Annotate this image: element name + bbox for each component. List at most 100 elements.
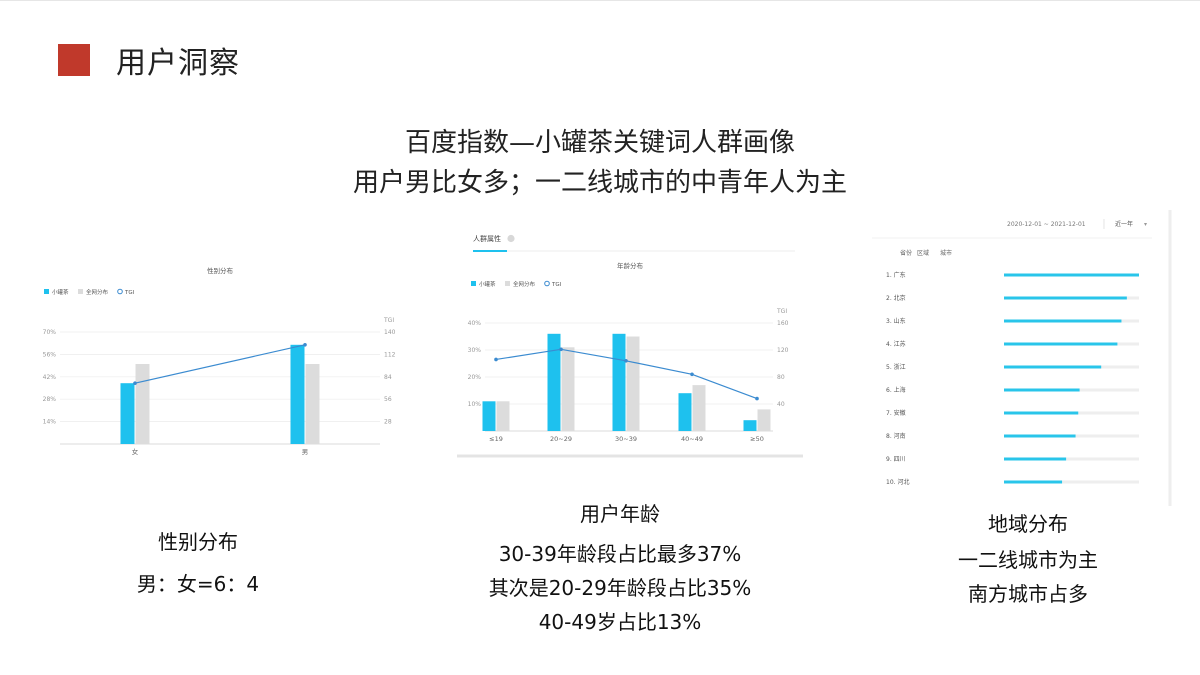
legend-swatch-overall xyxy=(505,281,510,286)
legend-marker-tgi xyxy=(117,288,123,295)
x-tick-label: 20~29 xyxy=(550,435,572,443)
bar-overall xyxy=(496,401,510,431)
tgi-point xyxy=(624,359,628,363)
legend-swatch-brand xyxy=(471,281,476,286)
top-divider xyxy=(0,0,1200,1)
region-label: 2. 北京 xyxy=(886,294,906,302)
region-bar xyxy=(1004,342,1118,346)
x-tick-label: 女 xyxy=(132,447,139,456)
age-caption-title: 用户年龄 xyxy=(580,502,660,526)
legend-label-overall: 全网分布 xyxy=(513,280,536,288)
region-bar-track xyxy=(1004,480,1139,484)
region-label: 6. 上海 xyxy=(886,386,906,394)
region-bar xyxy=(1004,480,1063,484)
y-right-tick-label: 160 xyxy=(777,320,789,327)
gender-caption-title: 性别分布 xyxy=(158,530,238,554)
y-tick-label: 70% xyxy=(43,329,57,336)
region-tab: 城市 xyxy=(940,249,952,257)
y-tick-label: 40% xyxy=(468,320,482,327)
y-tick-label: 56% xyxy=(43,351,57,358)
y-right-tick-label: 28 xyxy=(384,419,392,426)
region-bar xyxy=(1004,296,1127,300)
region-bar xyxy=(1004,457,1067,461)
gender-caption: 性别分布 男：女=6：4 xyxy=(98,530,298,596)
region-label: 7. 安徽 xyxy=(886,409,906,417)
y-right-tick-label: 84 xyxy=(384,374,392,381)
tgi-point xyxy=(559,347,563,352)
bar-brand xyxy=(743,420,757,431)
bar-overall xyxy=(692,385,706,431)
tgi-line xyxy=(134,344,306,384)
age-caption: 用户年龄 30-39年龄段占比最多37% 其次是20-29年龄段占比35% 40… xyxy=(430,502,810,634)
bar-brand xyxy=(120,383,135,444)
y-right-tick-label: 80 xyxy=(777,374,785,381)
legend-label-brand: 小罐茶 xyxy=(479,280,496,288)
tgi-point xyxy=(690,372,694,377)
legend-label-brand: 小罐茶 xyxy=(52,288,69,296)
region-label: 1. 广东 xyxy=(886,271,906,279)
legend-swatch-brand xyxy=(44,289,49,294)
y-right-axis-label: TGI xyxy=(383,317,394,324)
age-caption-line3: 40-49岁占比13% xyxy=(538,610,702,634)
age-tab-label: 人群属性 xyxy=(473,234,501,243)
y-right-tick-label: 112 xyxy=(384,351,396,358)
y-right-axis-label: TGI xyxy=(776,308,787,315)
region-bar xyxy=(1004,273,1139,277)
region-label: 5. 浙江 xyxy=(886,363,906,371)
region-label: 4. 江苏 xyxy=(886,340,906,348)
region-bar xyxy=(1004,434,1076,438)
x-tick-label: ≥50 xyxy=(750,435,764,443)
region-bar xyxy=(1004,319,1122,323)
chevron-down-icon: ▾ xyxy=(1144,221,1147,228)
region-caption-line2: 南方城市占多 xyxy=(968,582,1088,606)
bar-brand xyxy=(678,393,692,431)
age-caption-line2: 其次是20-29年龄段占比35% xyxy=(488,576,752,600)
page-title: 用户洞察 xyxy=(116,46,240,81)
y-tick-label: 28% xyxy=(43,396,57,403)
legend-label-tgi: TGI xyxy=(551,282,562,288)
y-tick-label: 10% xyxy=(468,401,482,408)
age-caption-line1: 30-39年龄段占比最多37% xyxy=(498,542,742,566)
bar-brand xyxy=(547,333,561,431)
gender-caption-text: 男：女=6：4 xyxy=(136,572,260,596)
page-header: 用户洞察 xyxy=(58,38,240,82)
info-icon xyxy=(507,234,515,243)
y-tick-label: 42% xyxy=(43,374,57,381)
title-accent-square xyxy=(58,44,90,76)
region-chart: 2020-12-01 ~ 2021-12-01 近一年 ▾ 省份 区域 城市 1. 广东 2.… xyxy=(872,210,1172,506)
bar-overall xyxy=(305,364,320,444)
region-label: 3. 山东 xyxy=(886,317,906,325)
y-right-tick-label: 140 xyxy=(384,329,396,336)
bar-overall xyxy=(626,336,640,431)
region-caption-line1: 一二线城市为主 xyxy=(958,548,1098,572)
x-tick-label: 男 xyxy=(302,448,309,456)
x-tick-label: ≤19 xyxy=(489,435,503,443)
bar-brand xyxy=(482,401,496,431)
region-panel-bg xyxy=(872,210,1172,506)
region-caption-title: 地域分布 xyxy=(988,512,1068,536)
age-chart-title: 年龄分布 xyxy=(617,261,644,270)
gender-chart-title: 性别分布 xyxy=(207,266,234,275)
region-bar xyxy=(1004,388,1080,392)
subtitle-line2: 用户男比女多；一二线城市的中青年人为主 xyxy=(352,168,847,198)
region-bar xyxy=(1004,365,1102,369)
legend-label-tgi: TGI xyxy=(124,290,135,296)
region-label: 10. 河北 xyxy=(886,478,909,486)
tgi-point xyxy=(303,343,307,347)
x-tick-label: 40~49 xyxy=(681,435,703,443)
bar-brand xyxy=(612,333,626,431)
y-right-tick-label: 56 xyxy=(384,396,392,403)
tgi-point xyxy=(494,357,498,362)
y-tick-label: 30% xyxy=(468,347,482,354)
legend-marker-tgi xyxy=(544,280,550,287)
region-label: 8. 河南 xyxy=(886,432,906,440)
region-tab: 区域 xyxy=(917,249,929,257)
region-tab: 省份 xyxy=(900,249,912,257)
tgi-point xyxy=(755,396,759,401)
y-right-tick-label: 120 xyxy=(777,347,789,354)
y-right-tick-label: 40 xyxy=(777,401,785,408)
x-tick-label: 30~39 xyxy=(615,435,637,443)
legend-swatch-overall xyxy=(78,289,83,294)
